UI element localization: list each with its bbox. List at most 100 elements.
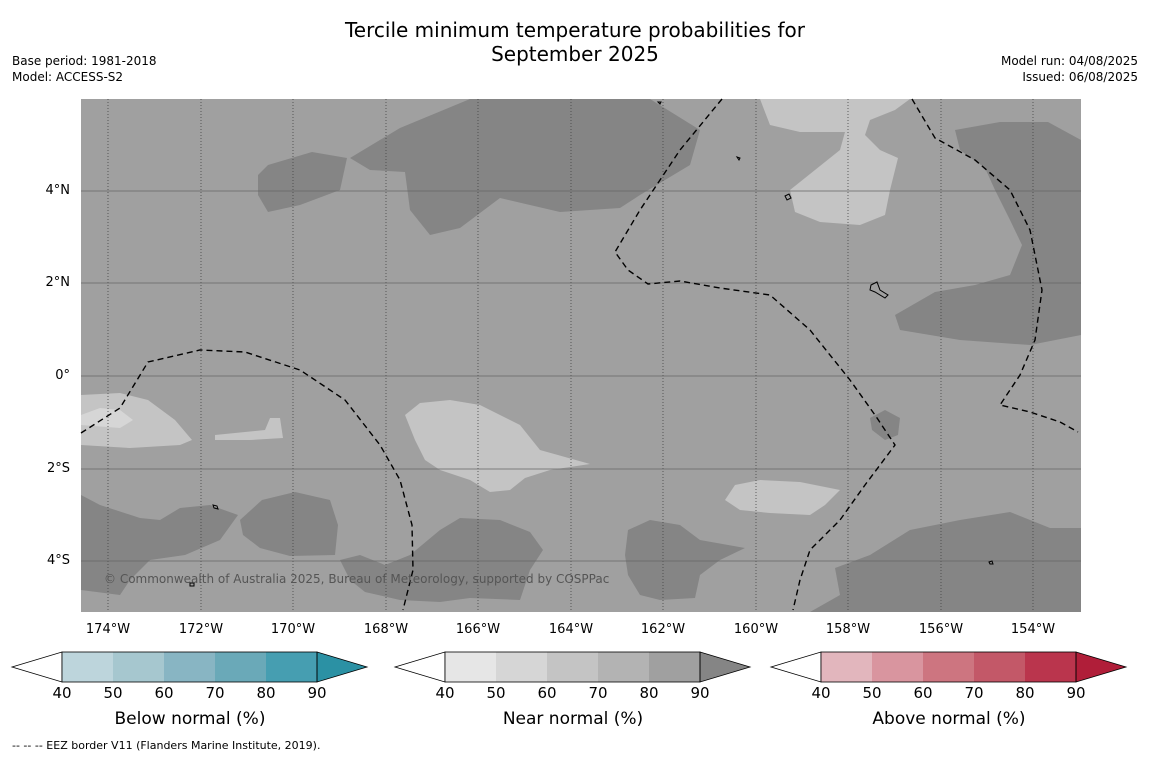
region-light-west-small — [215, 418, 283, 440]
colorbar-tick: 40 — [435, 684, 455, 702]
eez-borders — [80, 98, 1079, 611]
lon-label: 174°W — [85, 622, 131, 637]
map-copyright: © Commonwealth of Australia 2025, Bureau… — [104, 572, 610, 586]
colorbar-min-extend — [10, 651, 63, 683]
colorbar-segment — [445, 652, 496, 682]
colorbar-segment — [1025, 652, 1076, 682]
lon-label: 172°W — [178, 622, 224, 637]
colorbar-tick: 90 — [307, 684, 327, 702]
island-outline — [988, 560, 994, 565]
region-dark-east — [895, 122, 1081, 345]
colorbar-tick: 60 — [913, 684, 933, 702]
colorbar-tick: 80 — [639, 684, 659, 702]
colorbar-tick: 50 — [486, 684, 506, 702]
colorbars — [10, 651, 1128, 683]
colorbar-tick: 90 — [690, 684, 710, 702]
footnote-eez: -- -- -- EEZ border V11 (Flanders Marine… — [12, 739, 321, 752]
lon-label: 170°W — [270, 622, 316, 637]
colorbar-outline — [820, 651, 1077, 683]
colorbar-segment — [496, 652, 547, 682]
colorbar-max-extend — [316, 651, 369, 683]
eez-border-center — [614, 98, 896, 611]
title-line-2: September 2025 — [491, 42, 659, 66]
region-dark-south-center — [340, 518, 543, 602]
colorbar-tick: 70 — [964, 684, 984, 702]
islands — [189, 101, 994, 587]
region-dark-southwest — [81, 495, 238, 595]
island-outline — [869, 281, 889, 299]
colorbar-min-extend — [393, 651, 446, 683]
lat-label: 2°S — [46, 461, 70, 476]
colorbar-tick: 60 — [537, 684, 557, 702]
map-title: Tercile minimum temperature probabilitie… — [0, 18, 1150, 66]
colorbar-segment — [821, 652, 872, 682]
colorbar-outline — [61, 651, 318, 683]
colorbar-segment — [164, 652, 215, 682]
colorbar — [393, 651, 752, 683]
lon-label: 162°W — [640, 622, 686, 637]
colorbar-label-above: Above normal (%) — [872, 709, 1026, 729]
colorbar-min-extend — [769, 651, 822, 683]
colorbar-segment — [923, 652, 974, 682]
title-line-1: Tercile minimum temperature probabilitie… — [344, 18, 806, 42]
region-dark-north-center — [350, 99, 700, 235]
colorbar-tick: 60 — [154, 684, 174, 702]
colorbar-label-near: Near normal (%) — [502, 709, 644, 729]
eez-border-west — [80, 349, 414, 611]
region-dark-south-mid — [625, 520, 745, 600]
region-dark-southeast — [810, 512, 1081, 612]
lon-label: 160°W — [733, 622, 779, 637]
lat-label: 4°N — [45, 183, 71, 198]
meta-left: Base period: 1981-2018 Model: ACCESS-S2 — [12, 53, 157, 85]
island-outline — [735, 156, 741, 161]
colorbar-tick: 70 — [205, 684, 225, 702]
colorbar-tick: 90 — [1066, 684, 1086, 702]
lon-label: 166°W — [455, 622, 501, 637]
lon-label: 158°W — [825, 622, 871, 637]
lon-label: 154°W — [1010, 622, 1056, 637]
colorbar-segment — [62, 652, 113, 682]
lat-label: 2°N — [45, 275, 71, 290]
colorbar-segment — [113, 652, 164, 682]
map-area — [80, 98, 1081, 612]
lat-label: 0° — [55, 368, 70, 383]
region-lighter-west — [81, 408, 133, 428]
island-outline — [189, 582, 195, 587]
colorbar-segment — [872, 652, 923, 682]
colorbar-max-extend — [1075, 651, 1128, 683]
colorbar-label-below: Below normal (%) — [114, 709, 266, 729]
colorbar-max-extend — [699, 651, 752, 683]
region-dark-south-small — [240, 492, 338, 556]
colorbar-tick: 50 — [103, 684, 123, 702]
eez-border-east — [911, 98, 1079, 433]
island-outline — [212, 504, 219, 510]
colorbar — [769, 651, 1128, 683]
colorbar-segment — [266, 652, 317, 682]
colorbar-tick: 80 — [1015, 684, 1035, 702]
colorbar-segment — [215, 652, 266, 682]
colorbar-segment — [974, 652, 1025, 682]
lat-label: 4°S — [46, 553, 70, 568]
colorbar — [10, 651, 369, 683]
region-dark-north-west — [258, 152, 347, 212]
issued-date: Issued: 06/08/2025 — [1022, 70, 1138, 84]
meta-right: Model run: 04/08/2025 Issued: 06/08/2025 — [1001, 53, 1138, 85]
region-light-west — [81, 393, 192, 448]
lon-label: 168°W — [363, 622, 409, 637]
model-name: Model: ACCESS-S2 — [12, 70, 124, 84]
colorbar-tick: 40 — [52, 684, 72, 702]
colorbar-segment — [547, 652, 598, 682]
colorbar-tick: 50 — [862, 684, 882, 702]
region-light-northeast — [760, 99, 910, 225]
colorbar-tick: 40 — [811, 684, 831, 702]
island-outline — [784, 193, 792, 201]
colorbar-tick: 70 — [588, 684, 608, 702]
colorbar-segment — [649, 652, 700, 682]
model-run: Model run: 04/08/2025 — [1000, 54, 1138, 68]
colorbar-segment — [598, 652, 649, 682]
base-period: Base period: 1981-2018 — [12, 54, 157, 68]
latitude-gridlines — [81, 190, 1081, 562]
lon-label: 156°W — [918, 622, 964, 637]
island-outline — [656, 101, 662, 105]
